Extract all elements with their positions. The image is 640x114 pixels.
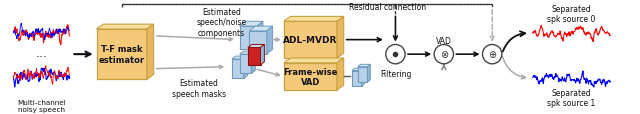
Polygon shape xyxy=(284,17,344,22)
Polygon shape xyxy=(352,69,365,71)
Polygon shape xyxy=(367,65,371,82)
FancyBboxPatch shape xyxy=(232,60,244,79)
Text: ⊗: ⊗ xyxy=(440,50,448,60)
Polygon shape xyxy=(250,27,273,32)
Text: ·: · xyxy=(394,50,397,60)
Polygon shape xyxy=(147,25,154,80)
Text: Frame-wise
VAD: Frame-wise VAD xyxy=(283,67,337,86)
FancyBboxPatch shape xyxy=(352,71,362,86)
FancyBboxPatch shape xyxy=(240,27,257,50)
Text: Separated
spk source 1: Separated spk source 1 xyxy=(547,88,596,108)
Text: VAD: VAD xyxy=(436,36,452,45)
Text: ADL-MVDR: ADL-MVDR xyxy=(283,36,337,45)
FancyBboxPatch shape xyxy=(358,67,367,82)
Circle shape xyxy=(386,45,405,64)
Text: ...: ... xyxy=(35,46,47,59)
Polygon shape xyxy=(240,52,255,55)
Text: T-F mask
estimator: T-F mask estimator xyxy=(99,45,145,64)
Polygon shape xyxy=(362,69,365,86)
Text: Estimated
speech/noise
components: Estimated speech/noise components xyxy=(196,8,246,37)
FancyBboxPatch shape xyxy=(284,63,337,90)
Text: Separated
spk source 0: Separated spk source 0 xyxy=(547,5,596,24)
Text: Estimated
speech masks: Estimated speech masks xyxy=(172,79,226,98)
Polygon shape xyxy=(97,25,154,30)
Polygon shape xyxy=(337,17,344,58)
Circle shape xyxy=(483,45,502,64)
Text: Multi-channel
noisy speech: Multi-channel noisy speech xyxy=(17,99,66,112)
Polygon shape xyxy=(252,52,255,74)
Polygon shape xyxy=(248,45,264,48)
FancyBboxPatch shape xyxy=(250,32,267,55)
Polygon shape xyxy=(240,22,263,27)
Polygon shape xyxy=(267,27,273,55)
Polygon shape xyxy=(260,45,264,65)
Polygon shape xyxy=(284,58,344,63)
FancyBboxPatch shape xyxy=(240,55,252,74)
Polygon shape xyxy=(337,58,344,90)
Text: Filtering: Filtering xyxy=(380,69,411,78)
Circle shape xyxy=(434,45,454,64)
Polygon shape xyxy=(244,57,248,79)
FancyBboxPatch shape xyxy=(284,22,337,58)
FancyBboxPatch shape xyxy=(248,48,260,65)
FancyBboxPatch shape xyxy=(97,30,147,80)
Text: ⊕: ⊕ xyxy=(488,50,496,60)
Text: Residual connection: Residual connection xyxy=(349,3,426,12)
Polygon shape xyxy=(257,22,263,50)
Polygon shape xyxy=(232,57,248,60)
Polygon shape xyxy=(358,65,371,67)
